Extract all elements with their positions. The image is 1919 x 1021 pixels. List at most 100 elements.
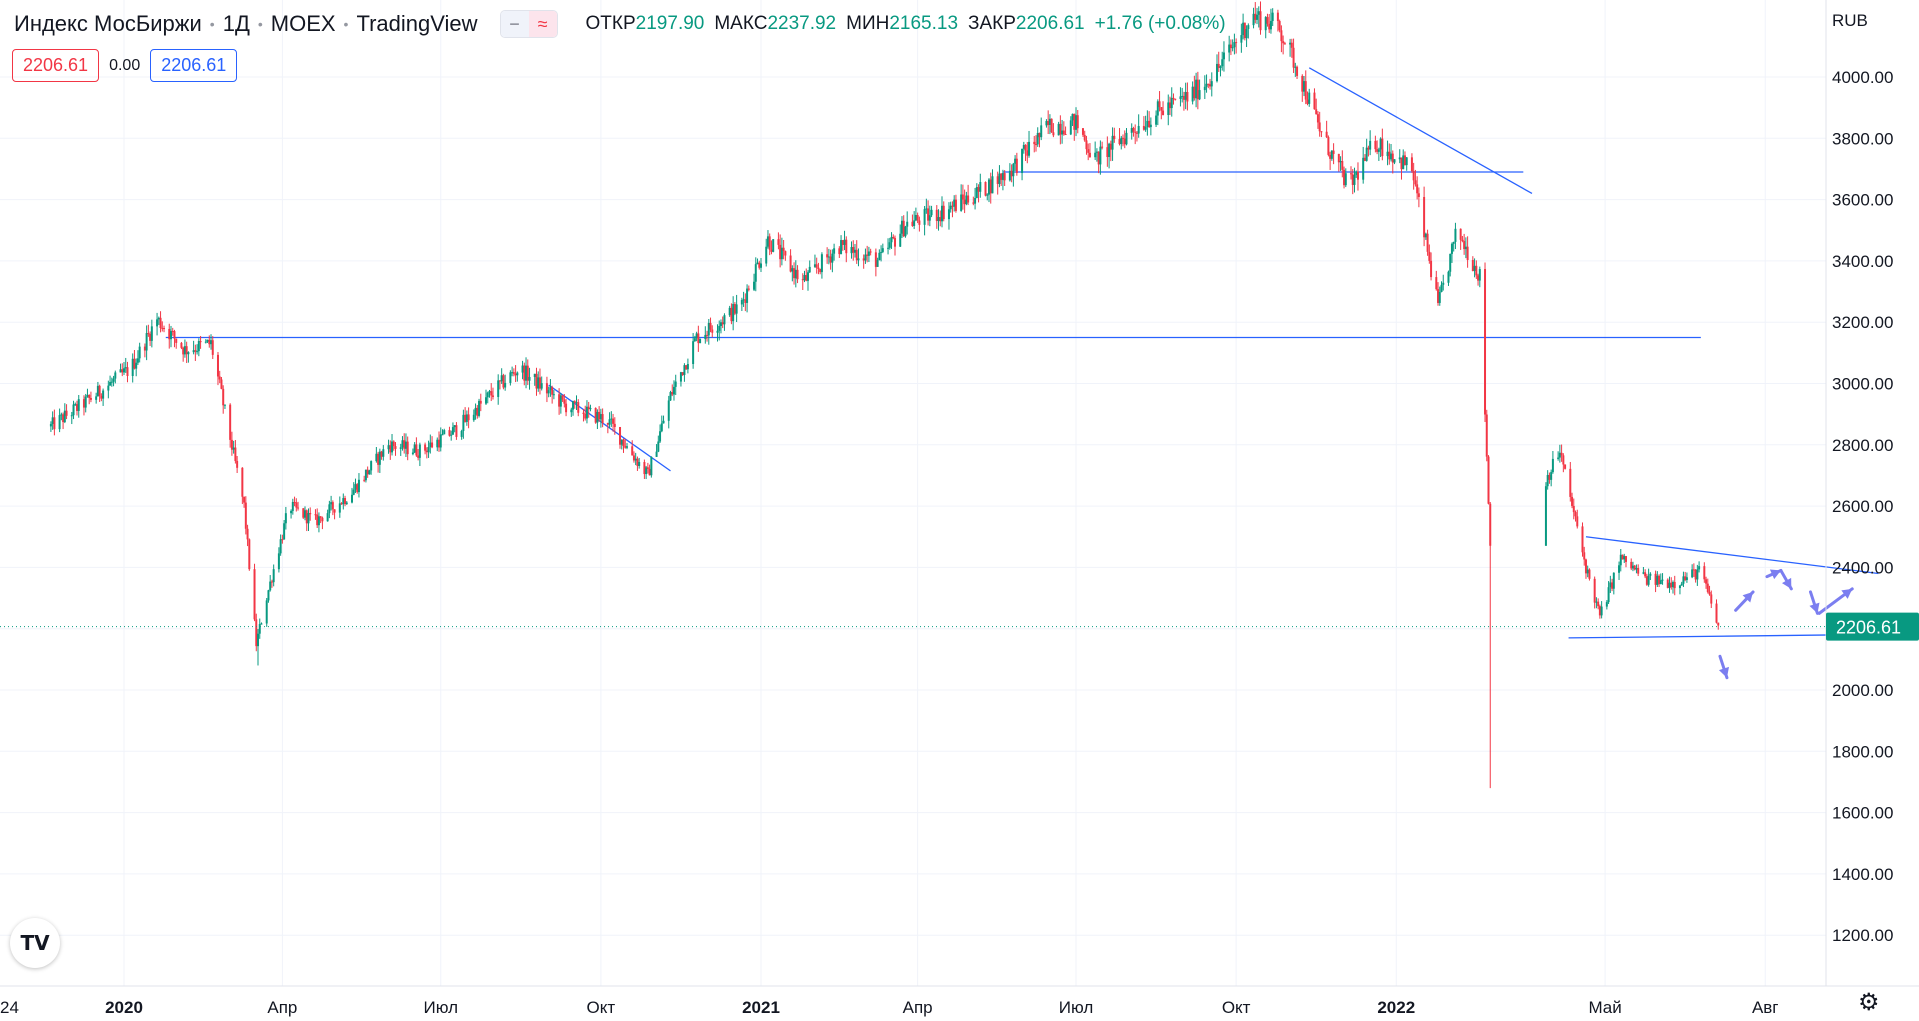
candle xyxy=(304,506,307,521)
candle xyxy=(540,376,543,391)
interval-label[interactable]: 1Д xyxy=(222,11,250,36)
candle xyxy=(584,405,587,421)
candle xyxy=(573,400,576,409)
candle xyxy=(1684,571,1687,582)
candle xyxy=(1698,561,1701,573)
candle xyxy=(307,508,310,532)
candle xyxy=(565,398,568,417)
candle xyxy=(765,238,768,267)
candle xyxy=(58,408,61,433)
candle xyxy=(551,385,554,404)
candle xyxy=(949,201,952,213)
candle xyxy=(1544,482,1547,546)
candle xyxy=(939,210,942,227)
candle xyxy=(1464,237,1467,259)
candle xyxy=(1048,114,1051,135)
candle xyxy=(88,394,91,405)
candle xyxy=(1235,38,1238,54)
candle xyxy=(561,394,564,402)
candle xyxy=(290,509,293,519)
candle xyxy=(283,519,286,540)
candle xyxy=(681,372,684,376)
candle xyxy=(1024,144,1027,161)
open-value: 2197.90 xyxy=(635,13,705,34)
candle xyxy=(1233,33,1236,55)
candle xyxy=(1416,176,1419,200)
candle xyxy=(996,171,999,195)
candle xyxy=(1609,575,1612,593)
candle xyxy=(1644,569,1647,579)
candle xyxy=(1671,580,1674,594)
candle xyxy=(1308,88,1311,107)
candle xyxy=(1661,573,1664,585)
candle xyxy=(1694,568,1697,583)
candle xyxy=(1113,127,1116,143)
candle xyxy=(131,353,134,383)
candle xyxy=(1450,242,1453,263)
candle xyxy=(563,394,566,408)
candle xyxy=(1050,118,1053,133)
candle xyxy=(1327,135,1330,157)
candle xyxy=(622,438,625,453)
candle xyxy=(1294,62,1297,77)
candle xyxy=(173,329,176,348)
candle xyxy=(220,377,223,390)
candle xyxy=(1264,16,1267,39)
ask-box[interactable]: 2206.61 xyxy=(150,49,238,82)
candle xyxy=(1076,110,1079,134)
chart-status-pill[interactable]: − ≈ xyxy=(499,10,558,38)
candle xyxy=(411,448,414,456)
candle xyxy=(1160,107,1163,120)
candle xyxy=(98,384,101,402)
candle xyxy=(441,429,444,436)
spread-value: 0.00 xyxy=(109,56,141,74)
candle xyxy=(143,343,146,358)
candle xyxy=(1659,573,1662,585)
approx-icon[interactable]: ≈ xyxy=(528,11,557,37)
symbol-name[interactable]: Индекс МосБиржи xyxy=(14,11,202,36)
candle xyxy=(1449,253,1452,277)
bid-box[interactable]: 2206.61 xyxy=(12,49,100,82)
candle xyxy=(1316,111,1319,129)
candle xyxy=(954,194,957,213)
candle xyxy=(1144,115,1147,132)
candle xyxy=(378,448,381,473)
x-tick-label: Окт xyxy=(587,998,616,1017)
candle xyxy=(246,524,249,547)
last-price-tag xyxy=(1826,612,1919,641)
candle xyxy=(1120,135,1123,150)
gear-icon[interactable]: ⚙ xyxy=(1858,989,1880,1016)
candle xyxy=(1156,99,1159,126)
candle xyxy=(1268,13,1271,33)
candle xyxy=(1649,572,1652,581)
candle xyxy=(1269,8,1272,34)
tradingview-logo-icon[interactable]: TV xyxy=(10,918,60,968)
candle xyxy=(1623,553,1626,563)
candle xyxy=(1172,93,1175,105)
candle xyxy=(485,389,488,405)
y-tick-label: 1400.00 xyxy=(1832,865,1893,884)
candle xyxy=(169,325,172,348)
candle xyxy=(857,248,860,267)
candle xyxy=(490,383,493,402)
candle xyxy=(392,440,395,451)
candle xyxy=(716,324,719,342)
candle xyxy=(1094,141,1097,161)
candle xyxy=(660,415,663,433)
candle xyxy=(841,239,844,251)
candle xyxy=(850,241,853,259)
candle xyxy=(594,407,597,424)
candle xyxy=(1600,601,1603,619)
candle xyxy=(1485,409,1488,462)
x-tick-label: 2020 xyxy=(105,998,143,1017)
candle xyxy=(1229,39,1232,56)
candle xyxy=(572,400,575,416)
scenario-arrow xyxy=(1808,590,1820,615)
candle xyxy=(1052,123,1055,138)
candle xyxy=(438,431,441,452)
minus-icon[interactable]: − xyxy=(500,11,529,37)
candle xyxy=(789,249,792,273)
candle xyxy=(1459,228,1462,250)
candle xyxy=(145,325,148,361)
